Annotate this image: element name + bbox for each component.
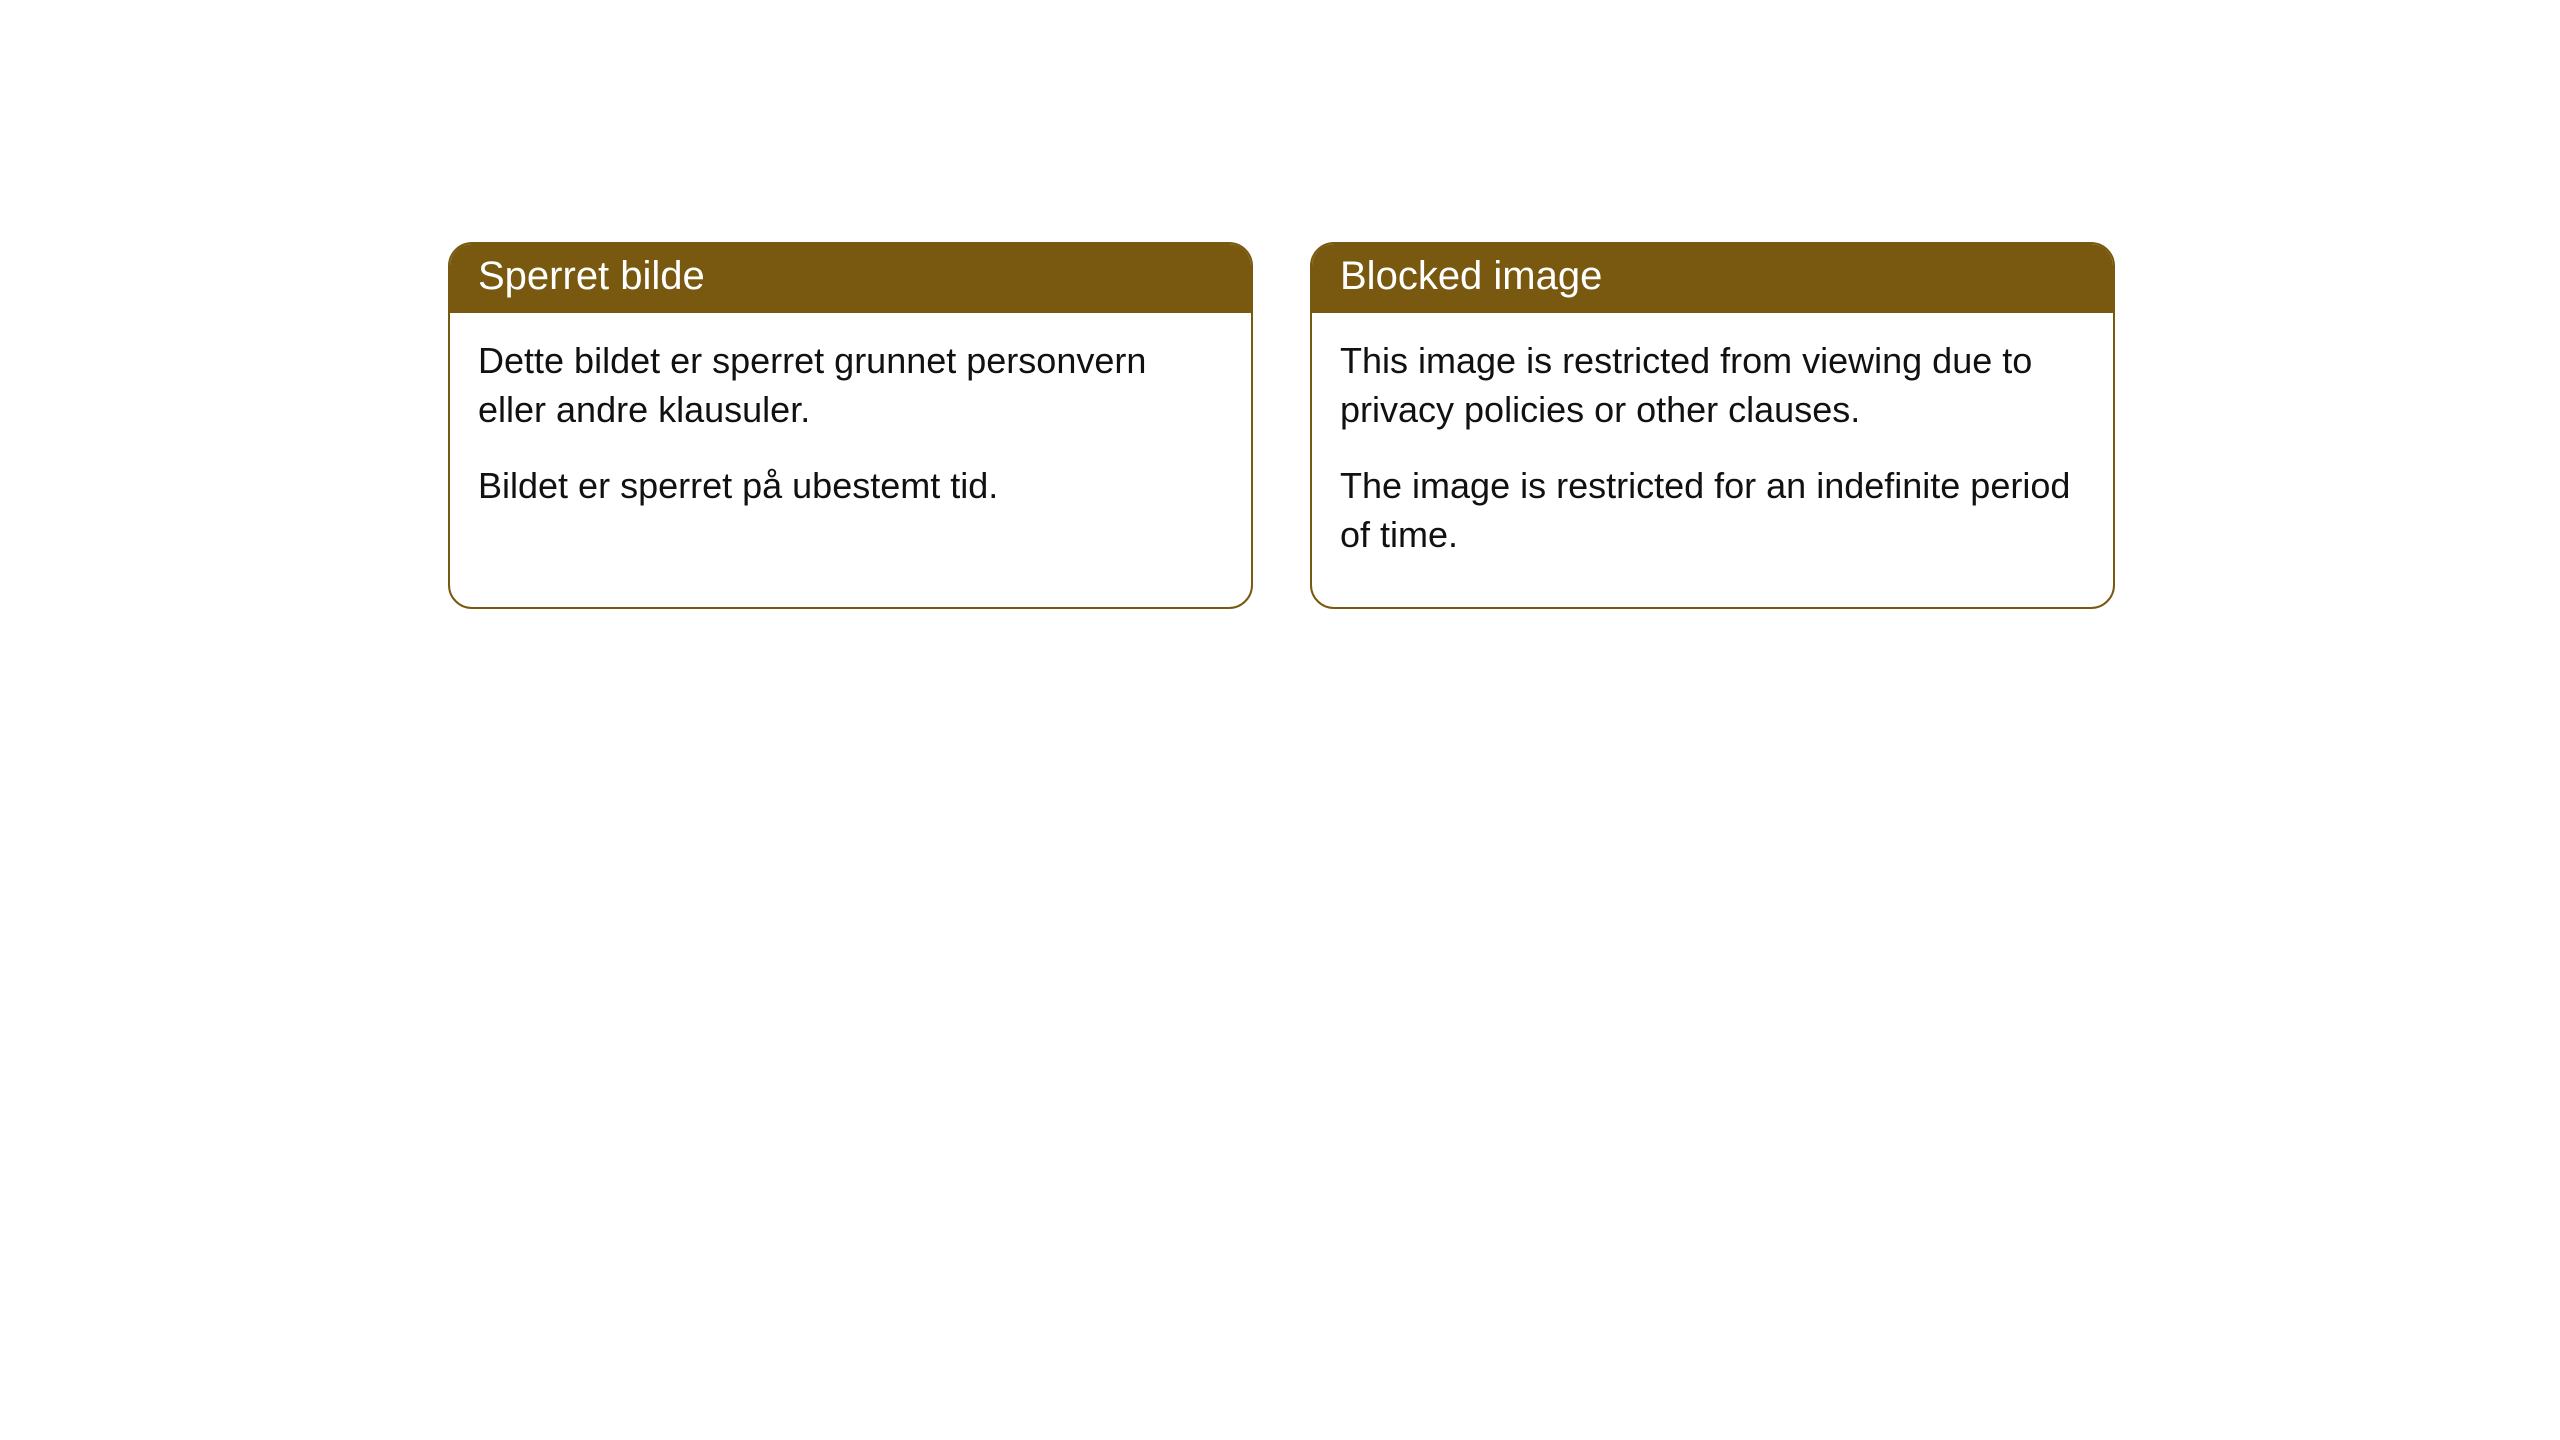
card-header: Blocked image	[1312, 244, 2113, 313]
blocked-image-card-en: Blocked image This image is restricted f…	[1310, 242, 2115, 609]
card-paragraph: Bildet er sperret på ubestemt tid.	[478, 462, 1223, 511]
blocked-image-card-no: Sperret bilde Dette bildet er sperret gr…	[448, 242, 1253, 609]
notice-card-container: Sperret bilde Dette bildet er sperret gr…	[448, 242, 2115, 609]
card-header: Sperret bilde	[450, 244, 1251, 313]
card-title: Sperret bilde	[478, 254, 705, 298]
card-paragraph: The image is restricted for an indefinit…	[1340, 462, 2085, 559]
card-body: This image is restricted from viewing du…	[1312, 313, 2113, 607]
card-paragraph: Dette bildet er sperret grunnet personve…	[478, 337, 1223, 434]
card-paragraph: This image is restricted from viewing du…	[1340, 337, 2085, 434]
card-title: Blocked image	[1340, 254, 1602, 298]
card-body: Dette bildet er sperret grunnet personve…	[450, 313, 1251, 559]
